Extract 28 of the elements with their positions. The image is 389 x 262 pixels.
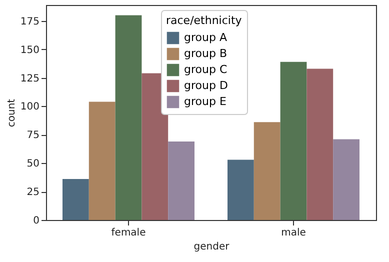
bar: [168, 142, 194, 220]
y-tick-label: 75: [26, 130, 40, 142]
bar: [333, 139, 360, 220]
y-tick-label: 25: [26, 187, 40, 198]
bar: [62, 179, 89, 220]
legend-label: group E: [184, 95, 226, 108]
bar: [88, 102, 116, 220]
legend-label: group D: [184, 79, 228, 92]
bar: [115, 15, 142, 220]
bar: [280, 62, 307, 220]
x-axis-title: gender: [194, 242, 230, 252]
legend-label: group A: [184, 31, 228, 44]
x-tick-label: female: [111, 228, 146, 238]
legend-title: race/ethnicity: [166, 14, 242, 27]
x-tick-label: male: [281, 228, 306, 238]
y-tick-label: 125: [20, 73, 40, 84]
y-axis-title: count: [6, 98, 18, 128]
y-tick-label: 150: [20, 44, 40, 56]
bar: [228, 160, 254, 220]
y-tick-label: 0: [33, 216, 40, 226]
legend-label: group C: [184, 63, 228, 76]
bar: [254, 122, 280, 220]
legend-label: group B: [184, 47, 227, 60]
y-tick-label: 50: [26, 158, 40, 170]
bar: [306, 68, 334, 220]
y-tick-label: 175: [20, 16, 40, 28]
y-tick-label: 100: [20, 102, 40, 113]
bar: [142, 73, 168, 220]
